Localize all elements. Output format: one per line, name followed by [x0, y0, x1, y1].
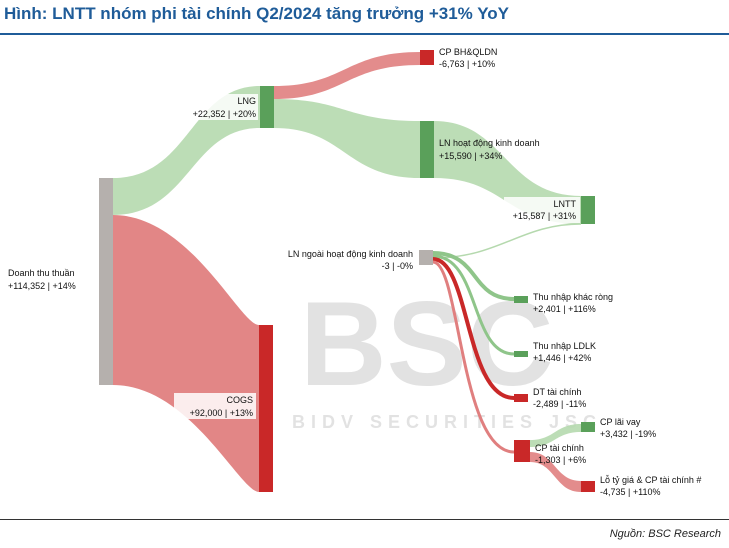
label-other-name: Thu nhập khác ròng: [533, 292, 613, 302]
label-revenue-name: Doanh thu thuần: [8, 268, 75, 278]
flows: [113, 52, 582, 492]
label-lng-name: LNG: [237, 96, 256, 106]
label-sga-name: CP BH&QLDN: [439, 47, 497, 57]
label-sga-value: -6,763 | +10%: [439, 59, 495, 69]
label-nonop-name: LN ngoài hoạt động kinh doanh: [288, 249, 413, 259]
label-revenue-value: +114,352 | +14%: [8, 281, 76, 291]
label-fxloss-name: Lỗ tỷ giá & CP tài chính #: [600, 475, 701, 485]
flow-nonop-to-other: [432, 251, 515, 301]
watermark-subtitle: BIDV SECURITIES JSC: [292, 412, 602, 432]
node-finrev: [514, 394, 528, 402]
label-nonop-value: -3 | -0%: [382, 261, 413, 271]
label-lntt-name: LNTT: [554, 199, 577, 209]
label-other-value: +2,401 | +116%: [533, 304, 596, 314]
flow-nonop-to-lntt: [432, 223, 582, 259]
nodes: [99, 50, 595, 492]
node-cogs: [259, 325, 273, 492]
node-lng: [260, 86, 274, 128]
title-divider: [0, 33, 729, 35]
label-backgrounds: [174, 94, 580, 419]
node-interest: [581, 422, 595, 432]
labels: Doanh thu thuần +114,352 | +14% LNG +22,…: [8, 47, 701, 497]
node-other: [514, 296, 528, 303]
flow-lng-to-op: [274, 99, 420, 178]
node-ldlk: [514, 351, 528, 357]
flow-finexp-to-interest: [530, 424, 581, 447]
label-finexp-name: CP tài chính: [535, 443, 584, 453]
node-nonop: [419, 250, 433, 265]
node-op: [420, 121, 434, 178]
node-revenue: [99, 178, 113, 385]
node-lntt: [581, 196, 595, 224]
label-op-name: LN hoạt động kinh doanh: [439, 138, 540, 148]
chart-title: Hình: LNTT nhóm phi tài chính Q2/2024 tă…: [4, 4, 510, 23]
label-finrev-value: -2,489 | -11%: [533, 399, 586, 409]
label-lng-value: +22,352 | +20%: [193, 109, 256, 119]
label-cogs-value: +92,000 | +13%: [190, 408, 253, 418]
flow-revenue-to-cogs: [113, 215, 259, 492]
node-fxloss: [581, 481, 595, 492]
label-op-value: +15,590 | +34%: [439, 151, 502, 161]
source-note: Nguồn: BSC Research: [609, 528, 721, 540]
label-lntt-value: +15,587 | +31%: [513, 211, 576, 221]
node-sga: [420, 50, 434, 65]
label-fxloss-value: -4,735 | +110%: [600, 487, 660, 497]
label-finexp-value: -1,303 | +6%: [535, 455, 586, 465]
flow-nonop-to-finrev: [432, 257, 515, 400]
label-ldlk-value: +1,446 | +42%: [533, 353, 591, 363]
flow-nonop-to-ldlk: [432, 254, 515, 356]
flow-finexp-to-fxloss: [530, 452, 581, 492]
label-interest-name: CP lãi vay: [600, 417, 641, 427]
label-finrev-name: DT tài chính: [533, 387, 581, 397]
label-cogs-name: COGS: [226, 395, 253, 405]
flow-nonop-to-finexp: [432, 260, 515, 454]
node-finexp: [514, 440, 530, 462]
label-ldlk-name: Thu nhập LDLK: [533, 341, 596, 351]
label-interest-value: +3,432 | -19%: [600, 429, 656, 439]
footer-divider: [0, 519, 729, 520]
flow-lng-to-sga: [274, 52, 420, 99]
